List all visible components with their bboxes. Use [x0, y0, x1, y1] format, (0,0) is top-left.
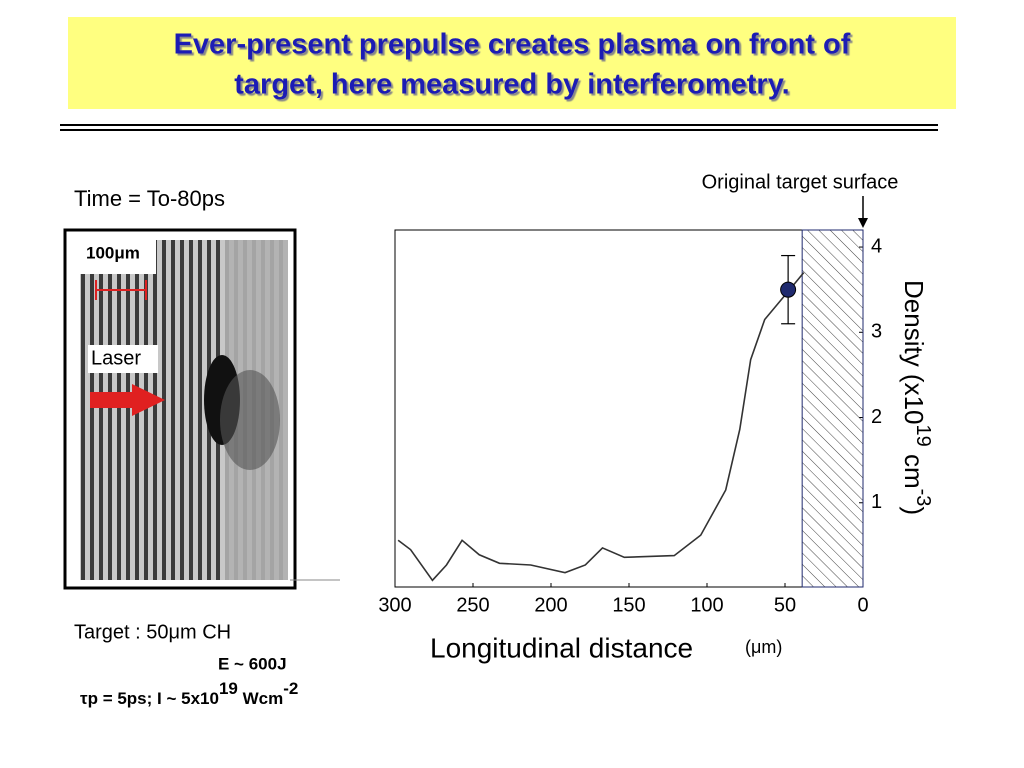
y-axis-label: Density (x1019 cm-3)	[899, 280, 934, 515]
pulse-text: τp = 5ps; I ~ 5x10	[80, 689, 219, 708]
target-region	[801, 229, 864, 588]
y-tick-label: 1	[871, 491, 882, 513]
y-label-sup: -3	[912, 489, 934, 507]
energy-label: E ~ 600J	[218, 654, 287, 673]
x-tick-label: 250	[456, 594, 489, 616]
x-tick-label: 100	[690, 594, 723, 616]
x-tick-label: 50	[774, 594, 796, 616]
y-label-text: )	[899, 506, 929, 515]
x-tick-label: 200	[534, 594, 567, 616]
pulse-sup: 19	[219, 679, 238, 698]
x-tick-label: 0	[857, 594, 868, 616]
time-label: Time = To-80ps	[74, 186, 225, 211]
pulse-text: Wcm	[238, 689, 283, 708]
title-box	[68, 17, 956, 109]
annotation: Original target surface	[702, 171, 899, 193]
y-label-sup: 19	[912, 425, 934, 447]
x-tick-label: 300	[378, 594, 411, 616]
pulse-sup: -2	[283, 679, 298, 698]
laser-label: Laser	[91, 347, 141, 369]
y-label-text: cm	[899, 447, 929, 489]
title-line: target, here measured by interferometry.	[234, 69, 790, 101]
title-line: Ever-present prepulse creates plasma on …	[174, 29, 851, 61]
interferogram	[63, 228, 340, 590]
y-tick-label: 3	[871, 321, 882, 343]
data-line	[397, 272, 805, 582]
y-tick-label: 4	[871, 235, 882, 257]
scale-label: 100μm	[86, 243, 140, 262]
y-tick-label: 2	[871, 406, 882, 428]
y-label-text: Density (x10	[899, 280, 929, 425]
x-axis-label: Longitudinal distance	[430, 632, 693, 663]
annotation-arrowhead	[858, 218, 868, 228]
plot: 300 250 200 150 100 50 0 1 2 3 4	[378, 196, 882, 616]
target-label: Target : 50μm CH	[74, 621, 231, 643]
x-tick-label: 150	[612, 594, 645, 616]
data-point	[780, 281, 797, 298]
pulse-label: τp = 5ps; I ~ 5x1019 Wcm-2	[80, 679, 298, 708]
x-axis-unit: (μm)	[745, 637, 782, 657]
